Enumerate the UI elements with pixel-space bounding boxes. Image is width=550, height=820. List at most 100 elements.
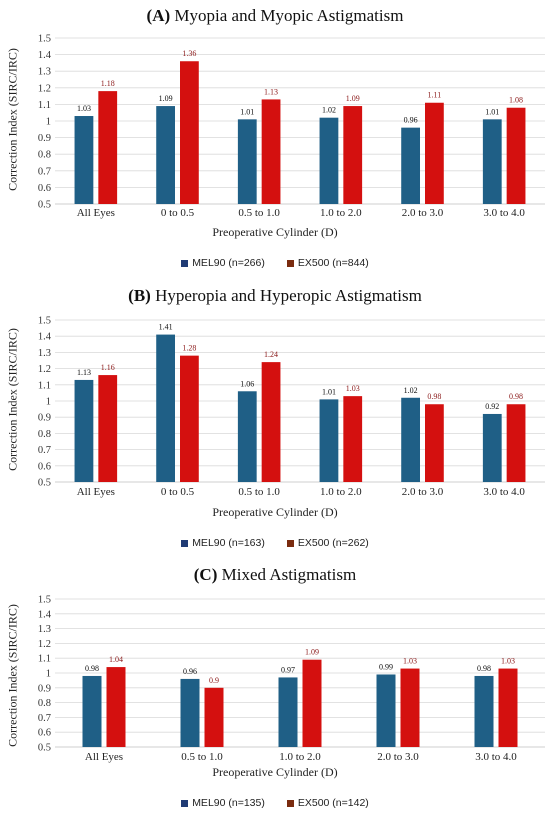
bar-ex500 [180, 355, 199, 482]
chart-title-text: Myopia and Myopic Astigmatism [174, 6, 404, 25]
bar-ex500 [98, 91, 118, 204]
y-tick-label: 1.2 [38, 364, 51, 375]
y-tick-label: 1.3 [38, 67, 51, 78]
y-tick-label: 0.6 [38, 728, 51, 739]
y-tick-label: 0.8 [38, 150, 51, 161]
chart-title-tag: (B) [128, 286, 151, 305]
bar-ex500 [400, 668, 420, 747]
data-label: 0.99 [379, 662, 393, 671]
x-tick-label: 0.5 to 1.0 [238, 486, 280, 498]
y-tick-label: 0.9 [38, 413, 51, 424]
data-label: 1.03 [501, 657, 515, 666]
x-tick-label: 1.0 to 2.0 [320, 207, 362, 219]
data-label: 1.03 [77, 104, 91, 113]
y-tick-label: 1.4 [38, 50, 52, 61]
data-label: 0.96 [183, 667, 197, 676]
data-label: 1.16 [101, 363, 115, 372]
bar-ex500 [98, 375, 118, 482]
legend-item-ex500: EX500 (n=844) [286, 257, 369, 269]
chart-plot-area: 0.5 0.6 0.7 0.8 0.9 1 1.1 1.2 1.3 1.4 1.5 All Eyes 1… [38, 34, 545, 219]
bar-ex500 [343, 396, 363, 482]
data-label: 0.98 [427, 392, 441, 401]
y-tick-label: 1.3 [38, 348, 51, 359]
data-label: 1.09 [346, 94, 360, 103]
bar-mel90 [319, 117, 339, 204]
chart-title-tag: (A) [146, 6, 171, 25]
bar-mel90 [319, 399, 339, 482]
legend-label: EX500 (n=844) [297, 257, 369, 269]
x-tick-label: 2.0 to 3.0 [402, 486, 444, 498]
bar-mel90 [74, 116, 94, 204]
legend-swatch-ex500 [286, 539, 294, 547]
x-tick-label: 2.0 to 3.0 [377, 751, 419, 763]
y-tick-label: 1.2 [38, 639, 51, 650]
data-label: 0.98 [477, 664, 491, 673]
y-tick-label: 1 [46, 669, 51, 680]
chart-title: (B) Hyperopia and Hyperopic Astigmatism [0, 286, 550, 306]
x-tick-label: 2.0 to 3.0 [402, 207, 444, 219]
y-tick-label: 0.5 [38, 478, 51, 489]
bar-ex500 [106, 667, 126, 747]
data-label: 1.04 [109, 655, 123, 664]
legend-label: MEL90 (n=266) [192, 257, 265, 269]
y-axis-label: Correction Index (SIRC/IRC) [5, 328, 20, 471]
bar-mel90 [156, 106, 175, 204]
data-label: 1.02 [322, 106, 336, 115]
bar-mel90 [74, 379, 94, 482]
legend-item-ex500: EX500 (n=142) [286, 797, 369, 809]
data-label: 1.13 [264, 87, 278, 96]
chart-plot-area: 0.5 0.6 0.7 0.8 0.9 1 1.1 1.2 1.3 1.4 1.5 All Eyes 0… [38, 595, 545, 763]
x-tick-label: 1.0 to 2.0 [279, 751, 321, 763]
bar-mel90 [376, 674, 396, 747]
y-tick-label: 1.5 [38, 316, 51, 327]
y-tick-label: 0.6 [38, 183, 51, 194]
bar-mel90 [180, 678, 200, 747]
data-label: 1.03 [403, 657, 417, 666]
legend-item-mel90: MEL90 (n=135) [181, 797, 265, 809]
chart-panel-a: (A) Myopia and Myopic Astigmatism 0.5 0.6… [0, 0, 550, 275]
bar-mel90 [482, 119, 502, 204]
y-tick-label: 1 [46, 117, 51, 128]
x-tick-label: 3.0 to 4.0 [475, 751, 517, 763]
bar-ex500 [506, 404, 526, 482]
legend-label: MEL90 (n=163) [192, 537, 265, 549]
y-tick-label: 1.3 [38, 624, 51, 635]
legend-item-ex500: EX500 (n=262) [286, 537, 369, 549]
y-tick-label: 1.1 [38, 100, 51, 111]
legend-label: EX500 (n=142) [297, 797, 369, 809]
data-label: 1.01 [240, 107, 254, 116]
chart-title-tag: (C) [193, 565, 218, 584]
bar-ex500 [498, 668, 518, 747]
y-axis-label: Correction Index (SIRC/IRC) [5, 48, 20, 191]
bar-ex500 [425, 404, 444, 482]
x-axis-label: Preoperative Cylinder (D) [212, 505, 338, 519]
bar-mel90 [474, 675, 494, 747]
bar-ex500 [425, 102, 444, 204]
chart-panel-c: (C) Mixed Astigmatism 0.5 0.6 0.7 0.8 0.9 1 1.… [0, 557, 550, 820]
legend-swatch-mel90 [181, 259, 189, 267]
y-tick-label: 1.4 [38, 332, 52, 343]
bar-ex500 [180, 61, 199, 204]
data-label: 1.28 [182, 344, 196, 353]
y-tick-label: 0.7 [38, 713, 51, 724]
legend-item-mel90: MEL90 (n=163) [181, 537, 265, 549]
legend: MEL90 (n=135) EX500 (n=142) [0, 797, 550, 809]
bar-mel90 [482, 413, 502, 482]
data-label: 0.98 [85, 664, 99, 673]
chart-title: (C) Mixed Astigmatism [0, 565, 550, 585]
y-tick-label: 0.8 [38, 698, 51, 709]
data-label: 1.36 [182, 49, 196, 58]
chart-title-text: Mixed Astigmatism [221, 565, 357, 584]
data-label: 1.03 [346, 384, 360, 393]
data-label: 0.97 [281, 665, 295, 674]
bar-ex500 [204, 687, 224, 747]
data-label: 1.01 [322, 387, 336, 396]
x-tick-label: 3.0 to 4.0 [483, 486, 525, 498]
legend: MEL90 (n=266) EX500 (n=844) [0, 257, 550, 269]
y-tick-label: 1.1 [38, 380, 51, 391]
chart-title: (A) Myopia and Myopic Astigmatism [0, 6, 550, 26]
x-tick-label: All Eyes [85, 751, 123, 763]
legend-swatch-mel90 [181, 539, 189, 547]
data-label: 1.09 [159, 94, 173, 103]
data-label: 1.08 [509, 96, 523, 105]
